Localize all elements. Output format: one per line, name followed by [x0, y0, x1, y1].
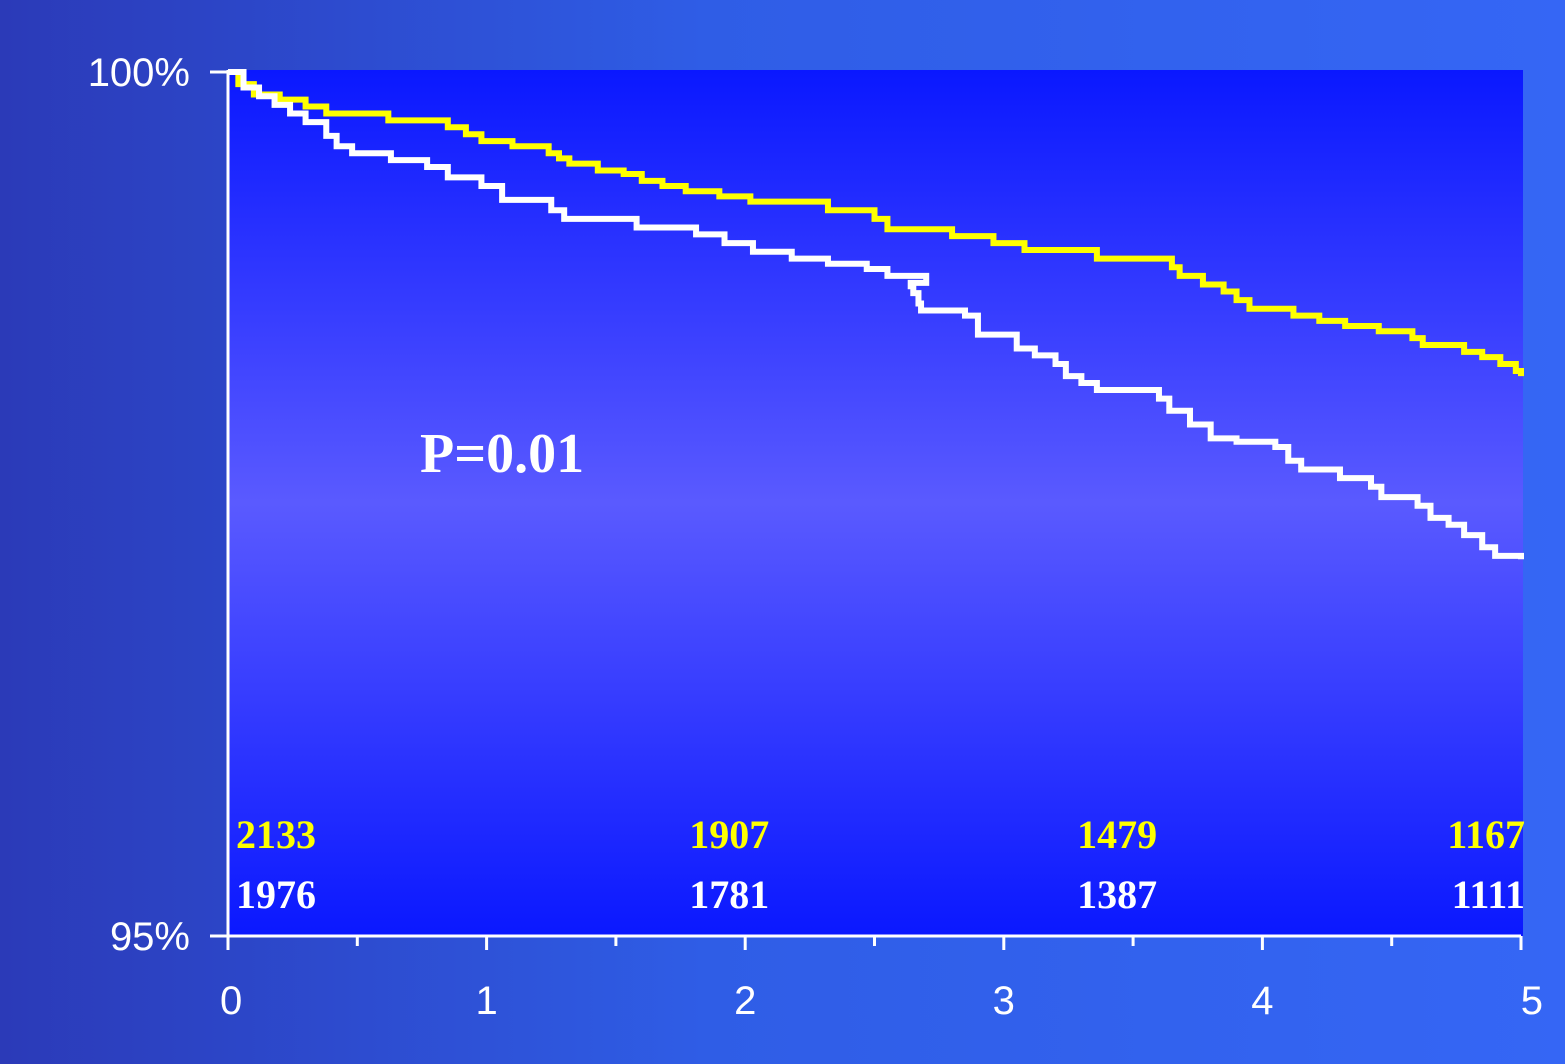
ticks — [210, 70, 1523, 950]
y-tick-label: 95% — [110, 915, 190, 959]
y-tick-label: 100% — [88, 51, 190, 95]
x-tick-label: 0 — [220, 979, 242, 1023]
x-tick-label: 5 — [1521, 979, 1543, 1023]
risk-count-series-1: 1907 — [689, 812, 769, 857]
risk-count-series-2: 1111 — [1452, 872, 1525, 917]
risk-count-series-2: 1387 — [1077, 872, 1157, 917]
risk-count-series-2: 1781 — [689, 872, 769, 917]
x-tick-label: 3 — [993, 979, 1015, 1023]
axes — [210, 70, 1521, 938]
p-value-annotation: P=0.01 — [420, 423, 584, 485]
x-tick-label: 2 — [734, 979, 756, 1023]
risk-count-series-1: 2133 — [236, 812, 316, 857]
series-line-1 — [228, 69, 1524, 377]
labels: 100% 95% 0 1 2 3 4 5 2133 1976 1907 1781 1479 1387 116… — [88, 51, 1543, 1023]
series-line-2 — [228, 69, 1524, 560]
x-tick-label: 1 — [475, 979, 497, 1023]
x-tick-label: 4 — [1251, 979, 1273, 1023]
risk-count-series-2: 1976 — [236, 872, 316, 917]
plot-area — [228, 70, 1523, 936]
risk-count-series-1: 1167 — [1447, 812, 1525, 857]
series-group — [228, 69, 1524, 560]
risk-count-series-1: 1479 — [1077, 812, 1157, 857]
